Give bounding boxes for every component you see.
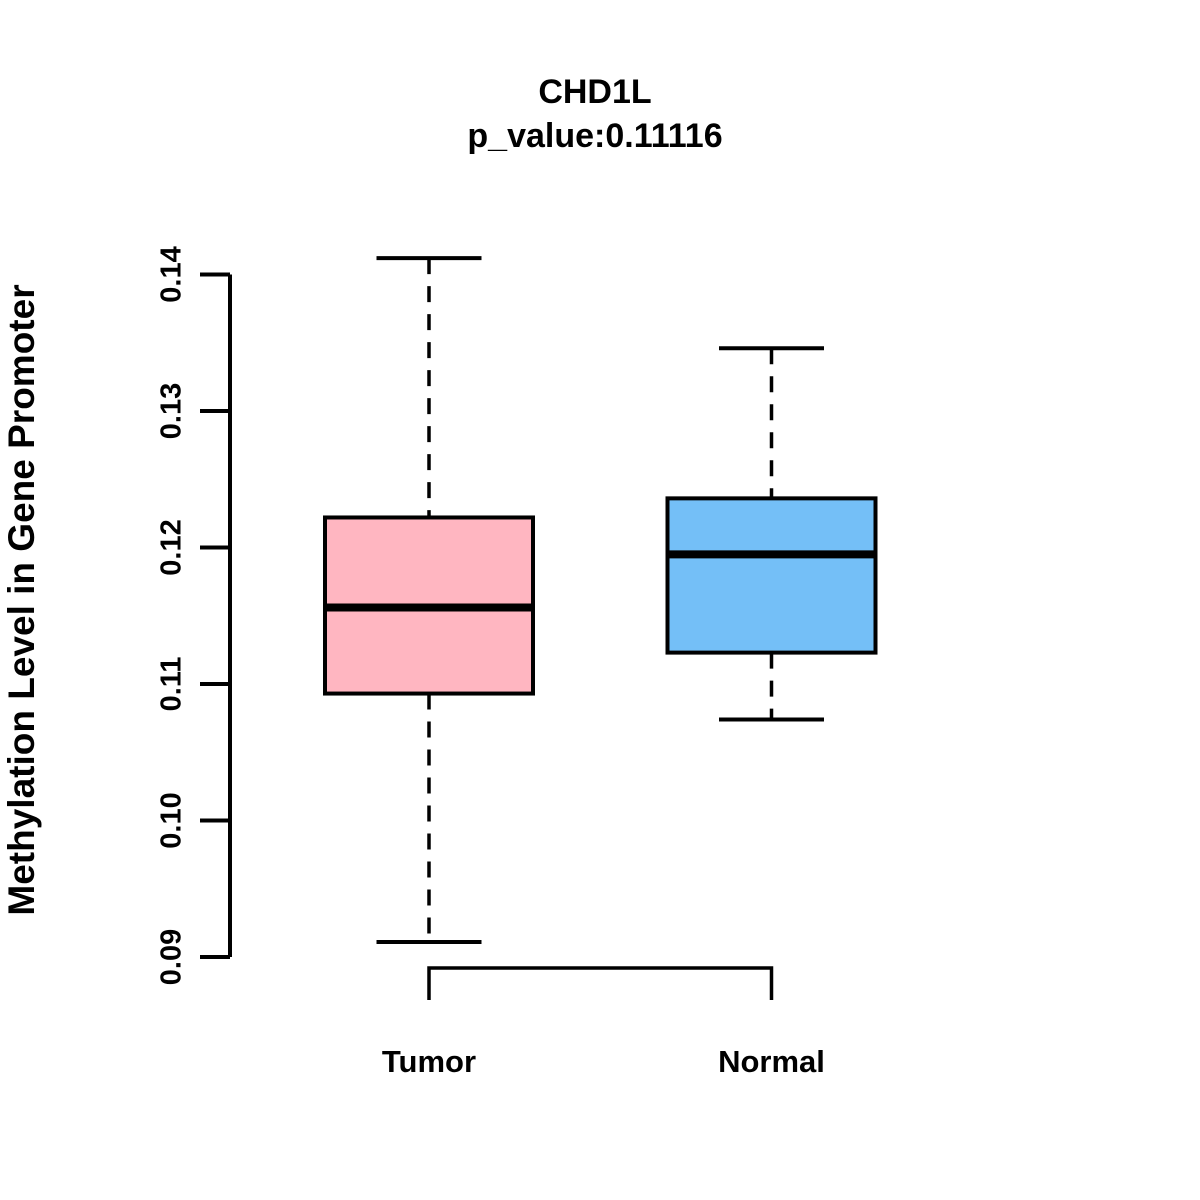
- y-tick-label: 0.09: [156, 929, 188, 985]
- y-tick-label: 0.12: [156, 519, 188, 575]
- x-axis-bracket: [427, 966, 774, 1000]
- x-category-label-tumor: Tumor: [382, 1044, 476, 1079]
- chart-subtitle: p_value:0.11116: [467, 117, 722, 155]
- x-axis: Tumor Normal: [382, 966, 825, 1079]
- y-tick-label: 0.10: [156, 792, 188, 848]
- y-tick-label: 0.13: [156, 383, 188, 439]
- boxplot-boxes: [323, 256, 878, 944]
- y-axis: 0.09 0.10 0.11 0.12 0.13 0.14: [156, 246, 232, 985]
- y-axis-title: Methylation Level in Gene Promoter: [1, 284, 42, 915]
- iqr-box: [665, 496, 878, 655]
- boxplot-group-normal: [665, 346, 878, 722]
- y-tick-label: 0.14: [156, 246, 188, 302]
- boxplot-group-tumor: [323, 256, 535, 944]
- x-category-label-normal: Normal: [718, 1044, 825, 1079]
- chart-title: CHD1L: [538, 73, 651, 111]
- y-tick-label: 0.11: [156, 657, 188, 712]
